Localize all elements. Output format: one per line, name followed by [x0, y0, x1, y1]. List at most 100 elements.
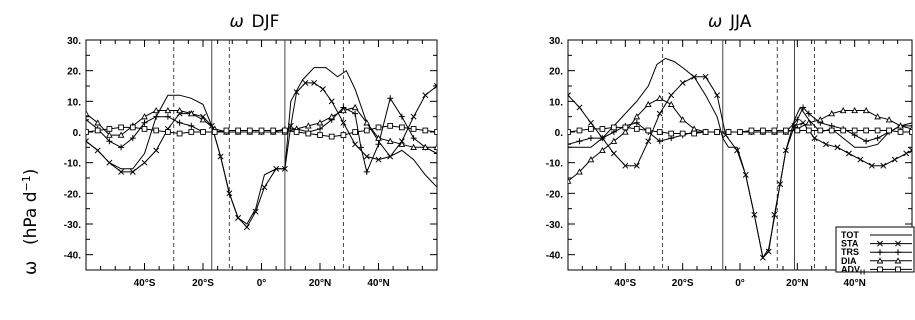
legend-label-trs: TRS	[841, 247, 859, 257]
x-tick-label: 40°N	[843, 278, 865, 289]
series-point-dia	[340, 106, 347, 114]
legend-marker-dia	[876, 257, 884, 264]
legend-marker-advh	[895, 266, 901, 273]
series-point-advh	[886, 127, 892, 134]
series-point-advh	[129, 124, 136, 131]
series-point-advh	[223, 127, 230, 134]
series-point-sta	[261, 184, 268, 191]
series-point-dia	[610, 137, 618, 144]
series-point-dia	[862, 106, 870, 114]
y-tick-label: -20.	[64, 189, 81, 200]
series-point-dia	[667, 100, 675, 108]
series-point-sta	[293, 89, 300, 96]
y-tick-label: -40.	[64, 251, 81, 262]
series-point-dia	[828, 110, 836, 117]
series-point-sta	[226, 190, 233, 197]
y-axis-label-exponent: −1	[20, 175, 33, 191]
series-point-advh	[909, 129, 912, 135]
series-point-advh	[410, 126, 417, 132]
series-point-advh	[188, 129, 195, 135]
series-point-sta	[568, 92, 571, 99]
series-point-sta	[129, 168, 136, 175]
y-axis-label-units: (hPa d	[21, 191, 41, 245]
series-point-trs	[874, 135, 881, 142]
series-point-advh	[702, 129, 709, 135]
series-point-advh	[235, 127, 241, 134]
series-point-advh	[668, 130, 675, 137]
series-line-tot	[86, 67, 437, 225]
series-point-trs	[633, 119, 640, 126]
panel-title-symbol: ω	[708, 12, 722, 32]
series-point-advh	[656, 129, 663, 135]
y-tick-label: -20.	[546, 189, 563, 200]
series-point-sta	[610, 150, 617, 157]
series-point-advh	[399, 124, 405, 131]
x-tick-label: 40°N	[367, 278, 389, 289]
y-tick-label: 20.	[67, 67, 81, 78]
series-point-trs	[188, 122, 195, 129]
series-point-sta	[771, 211, 778, 218]
series-point-trs	[794, 116, 801, 123]
x-tick-label: 0°	[257, 278, 267, 289]
series-point-advh	[340, 132, 347, 138]
series-point-trs	[118, 144, 125, 151]
series-point-advh	[863, 127, 869, 134]
series-point-sta	[94, 147, 101, 154]
series-point-dia	[304, 122, 312, 129]
series-point-advh	[817, 127, 824, 134]
series-point-sta	[319, 86, 326, 93]
series-point-advh	[691, 130, 697, 137]
series-point-sta	[217, 153, 224, 160]
series-point-advh	[141, 126, 148, 132]
series-point-sta	[375, 156, 382, 163]
series-line-trs	[568, 106, 912, 145]
series-point-trs	[587, 135, 594, 142]
series-point-dia	[576, 168, 583, 175]
series-point-sta	[782, 147, 789, 154]
legend-label-dia: DIA	[841, 256, 857, 266]
series-point-sta	[576, 104, 583, 111]
series-point-sta	[702, 73, 709, 80]
series-point-trs	[800, 104, 807, 111]
series-point-dia	[644, 100, 652, 108]
series-point-advh	[422, 127, 429, 134]
y-tick-label: -30.	[64, 220, 81, 231]
series-point-trs	[164, 113, 171, 120]
series-point-sta	[422, 92, 429, 99]
series-point-sta	[668, 92, 675, 99]
legend-marker-trs	[877, 249, 883, 256]
series-point-dia	[874, 113, 881, 120]
series-point-dia	[386, 137, 394, 144]
series-point-sta	[434, 83, 437, 89]
series-point-dia	[106, 131, 113, 138]
series-point-advh	[176, 130, 183, 137]
series-point-dia	[164, 106, 172, 114]
series-point-trs	[352, 110, 359, 117]
series-point-sta	[633, 162, 640, 169]
series-point-sta	[759, 254, 766, 261]
series-point-dia	[375, 134, 382, 141]
series-point-trs	[153, 113, 160, 120]
y-tick-label: -30.	[546, 220, 563, 231]
series-point-trs	[86, 116, 89, 123]
series-point-sta	[281, 165, 288, 172]
plot-frame	[85, 39, 438, 271]
x-tick-label: 20°N	[786, 278, 808, 289]
series-point-trs	[375, 141, 382, 148]
series-point-sta	[340, 119, 347, 126]
series-point-dia	[176, 106, 183, 114]
series-point-trs	[863, 138, 870, 145]
series-point-dia	[897, 122, 904, 129]
series-point-trs	[656, 138, 663, 145]
series-point-advh	[840, 127, 847, 134]
series-point-sta	[656, 110, 663, 117]
series-point-trs	[434, 150, 437, 157]
series-point-dia	[421, 143, 429, 150]
x-tick-label: 20°S	[192, 278, 214, 289]
series-point-dia	[398, 140, 406, 147]
series-point-sta	[352, 141, 359, 148]
series-point-advh	[165, 129, 171, 135]
series-point-advh	[258, 127, 265, 134]
series-point-dia	[587, 156, 595, 163]
series-point-dia	[410, 143, 417, 150]
